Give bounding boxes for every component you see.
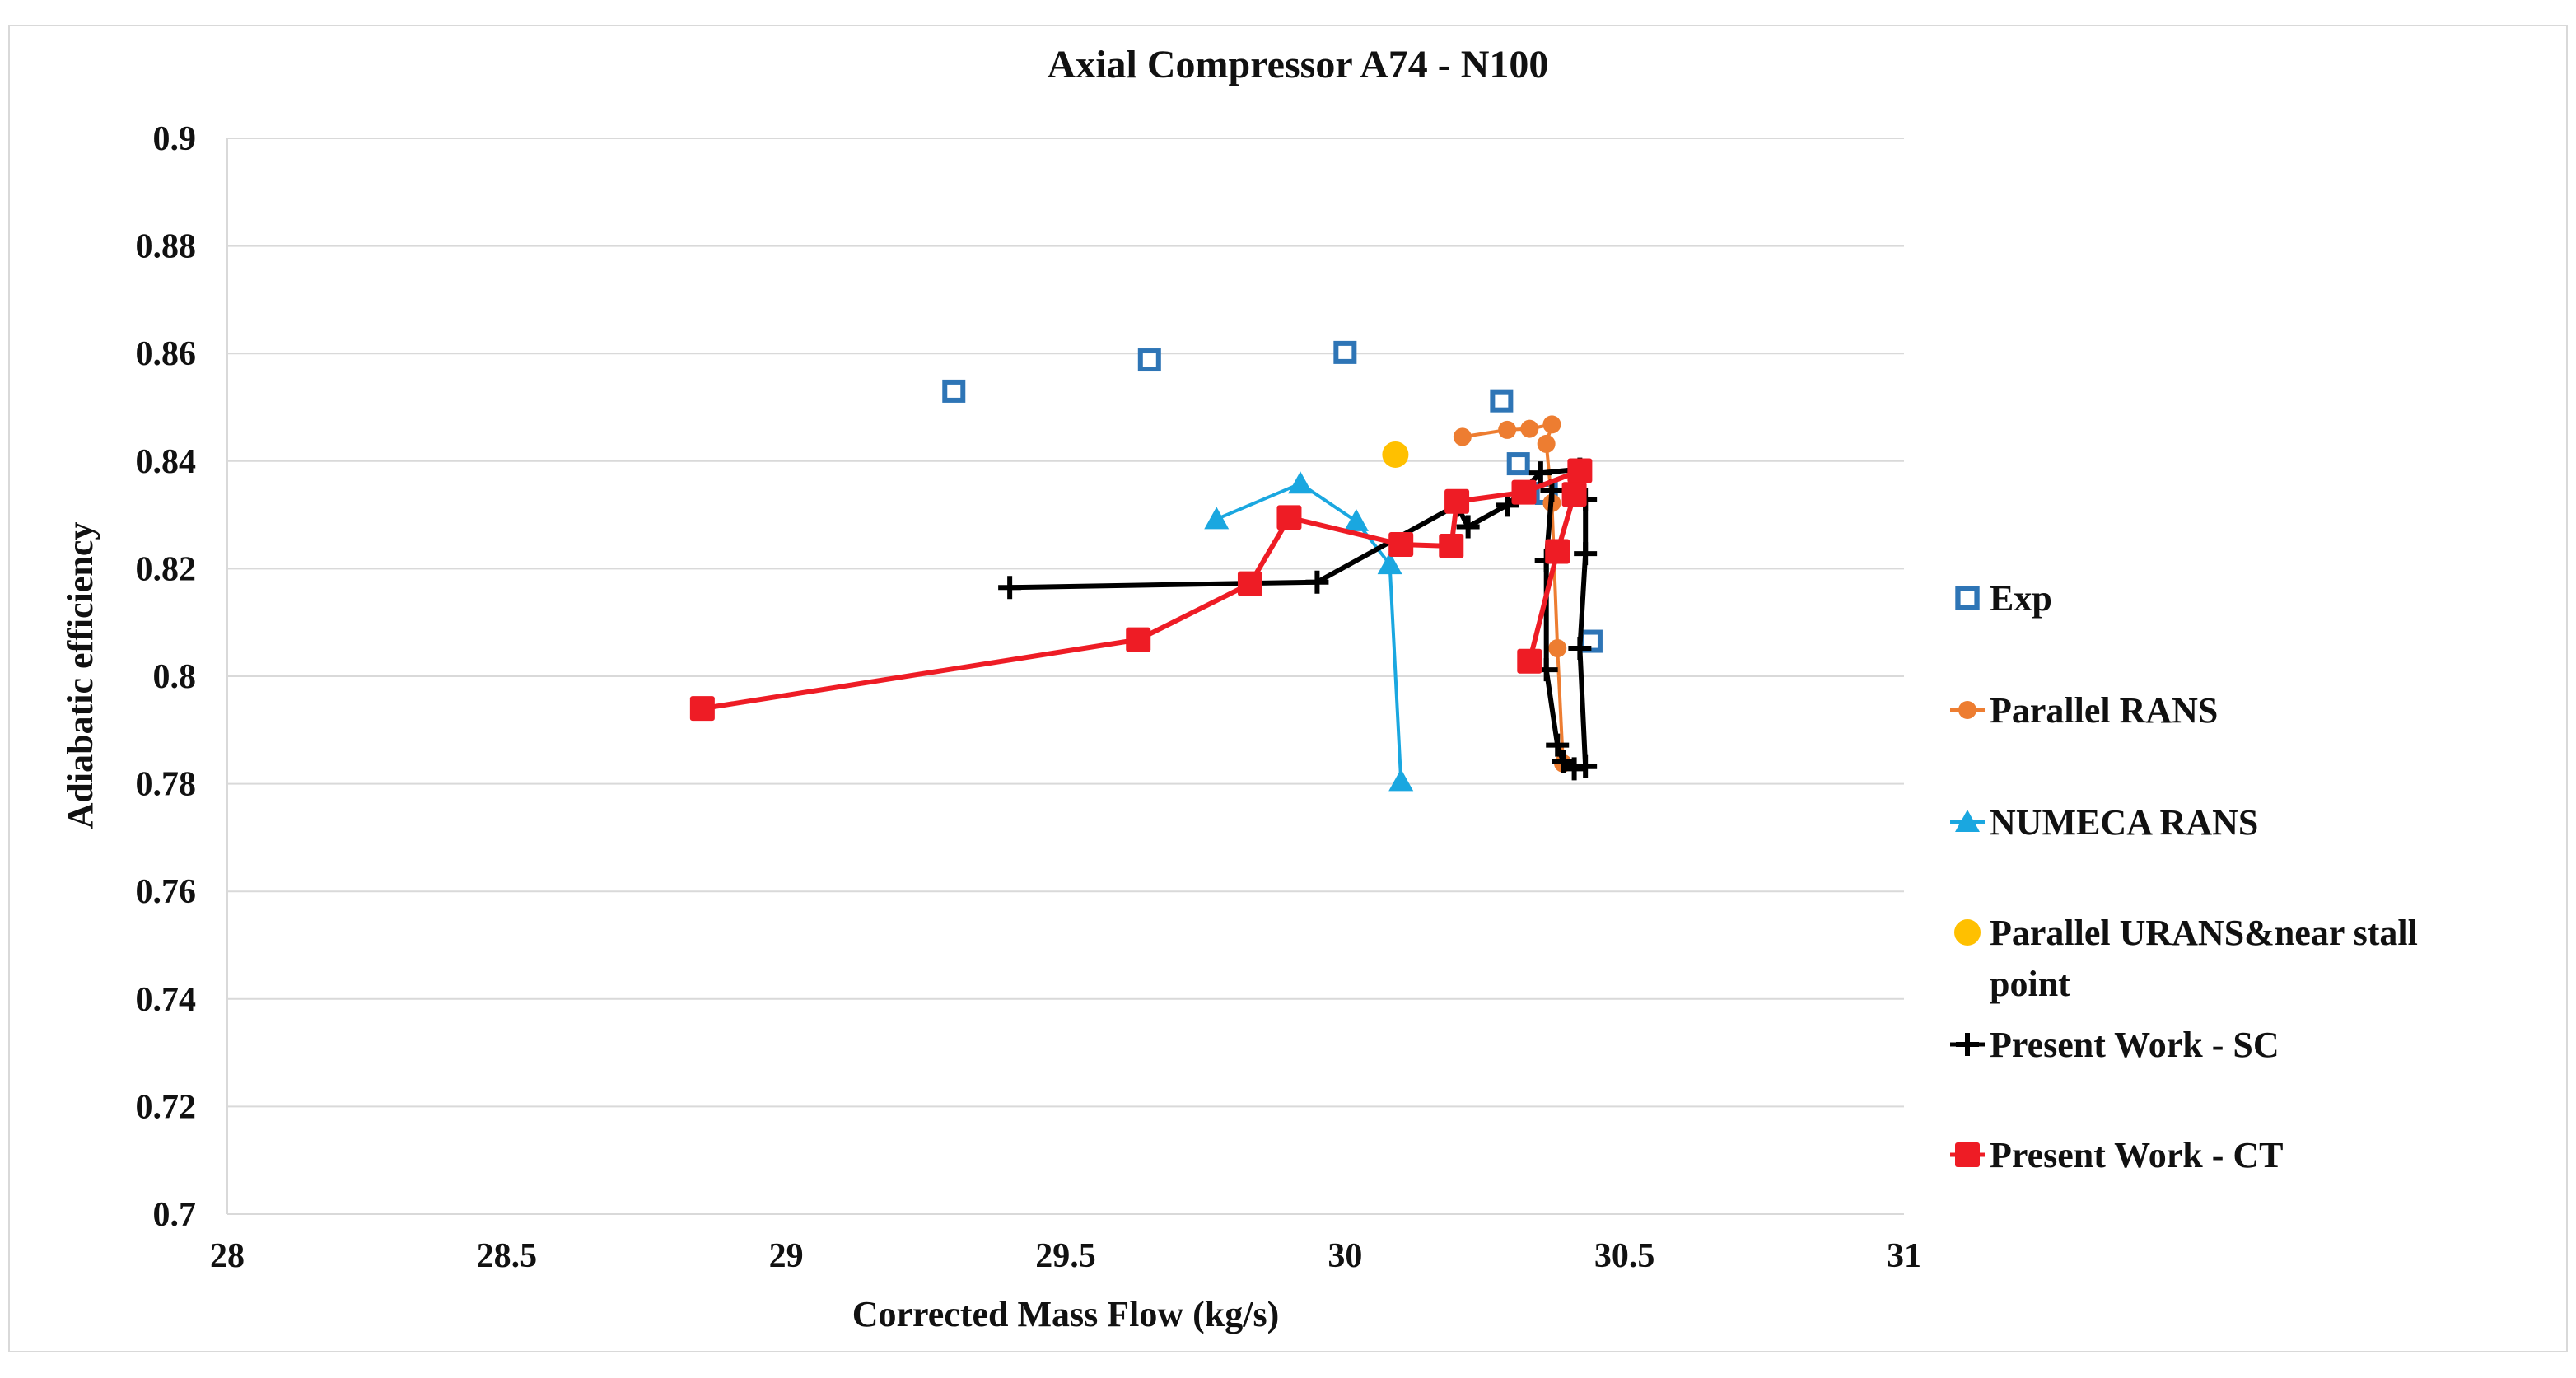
data-point bbox=[1382, 441, 1409, 468]
data-point bbox=[1496, 493, 1519, 517]
data-point bbox=[1546, 733, 1570, 757]
legend-item: NUMECA RANS bbox=[1950, 802, 2258, 843]
y-axis-title: Adiabatic efficiency bbox=[60, 522, 100, 829]
data-point bbox=[1506, 452, 1530, 476]
y-tick-labels: 0.7 0.72 0.74 0.76 0.78 0.8 0.82 0.84 0.86 0.88 0.… bbox=[136, 120, 197, 1234]
data-point bbox=[1126, 627, 1151, 652]
legend-marker bbox=[1956, 1033, 1979, 1056]
data-point bbox=[1388, 532, 1414, 558]
legend-marker bbox=[1955, 1142, 1980, 1167]
data-point bbox=[1439, 533, 1464, 558]
chart-svg: Axial Compressor A74 - N100 0.70.720.740… bbox=[60, 43, 2418, 1334]
series-layer bbox=[689, 340, 1603, 792]
data-point bbox=[1548, 639, 1567, 658]
y-tick-label: 0.9 bbox=[153, 120, 197, 158]
x-tick-label: 28 bbox=[210, 1237, 245, 1275]
data-point bbox=[1490, 389, 1514, 413]
y-tick-label: 0.7 bbox=[153, 1196, 197, 1234]
legend-marker bbox=[1955, 586, 1980, 610]
data-point bbox=[1545, 539, 1570, 564]
data-point bbox=[1561, 482, 1587, 507]
legend-label: point bbox=[1990, 964, 2070, 1004]
x-tick-labels: 28 28.5 29 29.5 30 30.5 31 bbox=[210, 1237, 1921, 1275]
x-tick-label: 29 bbox=[769, 1237, 804, 1275]
legend-item: Parallel URANS&near stall point bbox=[1954, 913, 2418, 1004]
x-tick-label: 31 bbox=[1887, 1237, 1921, 1275]
legend-marker bbox=[1955, 810, 1980, 832]
data-point bbox=[1456, 515, 1480, 539]
data-point bbox=[1574, 542, 1598, 566]
data-point bbox=[1305, 570, 1329, 594]
y-tick-label: 0.74 bbox=[136, 981, 197, 1019]
data-point bbox=[1333, 340, 1357, 364]
data-point bbox=[1498, 420, 1517, 439]
data-point bbox=[942, 379, 966, 403]
data-point bbox=[1137, 348, 1161, 372]
data-point bbox=[1388, 768, 1414, 792]
x-tick-label: 30.5 bbox=[1594, 1237, 1655, 1275]
data-point bbox=[1377, 552, 1402, 575]
data-point bbox=[1520, 419, 1539, 438]
data-point bbox=[1567, 458, 1593, 483]
y-tick-label: 0.86 bbox=[136, 335, 197, 373]
legend-label: Parallel URANS&near stall bbox=[1990, 913, 2418, 953]
data-point bbox=[1237, 571, 1262, 596]
data-point bbox=[1288, 471, 1314, 494]
data-point bbox=[1542, 415, 1561, 434]
data-point bbox=[1444, 488, 1470, 514]
y-tick-label: 0.76 bbox=[136, 873, 197, 911]
series-numeca-rans bbox=[1204, 471, 1414, 792]
series-parallel-urans-near-stall-point bbox=[1382, 441, 1409, 468]
series-present-work-ct bbox=[689, 458, 1593, 722]
x-axis-title: Corrected Mass Flow (kg/s) bbox=[852, 1294, 1280, 1334]
legend-item: Present Work - CT bbox=[1950, 1135, 2283, 1175]
data-point bbox=[1204, 507, 1230, 530]
legend-item: Exp bbox=[1955, 578, 2052, 619]
x-tick-label: 28.5 bbox=[477, 1237, 538, 1275]
chart-frame: Axial Compressor A74 - N100 0.7 0.72 0.74 0… bbox=[8, 25, 2568, 1352]
y-tick-label: 0.78 bbox=[136, 766, 197, 804]
x-tick-label: 29.5 bbox=[1035, 1237, 1096, 1275]
legend-label: Present Work - CT bbox=[1990, 1135, 2283, 1175]
series-line bbox=[1216, 482, 1403, 782]
legend-marker bbox=[1954, 919, 1981, 946]
data-point bbox=[1528, 461, 1552, 485]
y-tick-label: 0.72 bbox=[136, 1088, 197, 1126]
legend: Exp Parallel RANS NUMECA RANS Parallel URAN… bbox=[1950, 578, 2418, 1175]
chart-title: Axial Compressor A74 - N100 bbox=[1048, 43, 1549, 86]
legend-marker bbox=[1958, 701, 1976, 719]
y-tick-label: 0.84 bbox=[136, 443, 197, 481]
legend-item: Parallel RANS bbox=[1950, 690, 2218, 731]
data-point bbox=[689, 696, 715, 722]
y-tick-label: 0.82 bbox=[136, 550, 197, 588]
y-tick-label: 0.8 bbox=[153, 658, 197, 696]
legend-label: Parallel RANS bbox=[1990, 690, 2218, 731]
x-tick-label: 30 bbox=[1328, 1237, 1362, 1275]
y-tick-label: 0.88 bbox=[136, 228, 197, 266]
data-point bbox=[1552, 750, 1575, 773]
data-point bbox=[1517, 648, 1542, 674]
gridlines bbox=[227, 138, 1904, 1108]
data-point bbox=[1537, 434, 1556, 453]
data-point bbox=[1511, 479, 1537, 505]
legend-label: Exp bbox=[1990, 578, 2052, 619]
legend-label: Present Work - SC bbox=[1990, 1025, 2280, 1065]
data-point bbox=[998, 576, 1022, 600]
data-point bbox=[1568, 637, 1592, 661]
data-point bbox=[1276, 505, 1302, 530]
data-point bbox=[1453, 427, 1472, 446]
legend-label: NUMECA RANS bbox=[1990, 802, 2258, 843]
legend-item: Present Work - SC bbox=[1950, 1025, 2280, 1065]
data-point bbox=[1343, 508, 1369, 531]
